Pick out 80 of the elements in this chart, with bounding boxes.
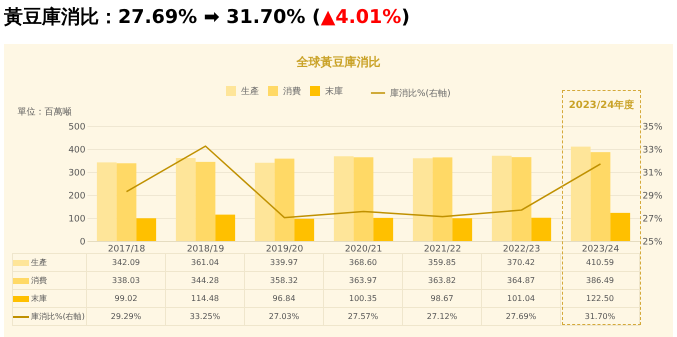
- bar: [610, 212, 630, 241]
- legend-label: 末庫: [325, 86, 343, 97]
- data-label: 344.28: [166, 272, 244, 290]
- data-label: 386.49: [560, 272, 640, 290]
- bar: [531, 218, 552, 241]
- legend-label: 生產: [241, 86, 259, 97]
- x-tick-label: 2020/21: [344, 244, 382, 254]
- y-tick-label: 0: [80, 238, 86, 248]
- data-label: 363.82: [402, 272, 482, 290]
- data-label: 339.97: [244, 254, 324, 272]
- data-label: 363.97: [324, 272, 402, 290]
- bar: [570, 146, 591, 241]
- y-tick-label: 400: [68, 146, 86, 156]
- bar: [96, 162, 117, 241]
- data-label: 27.03%: [244, 308, 324, 326]
- data-label: 96.84: [244, 290, 324, 308]
- bar: [215, 214, 236, 241]
- data-label: 114.48: [166, 290, 244, 308]
- y-tick-label: 200: [68, 192, 86, 202]
- bar: [512, 157, 532, 241]
- bar: [176, 158, 196, 241]
- y2-tick-label: 31%: [642, 168, 663, 178]
- data-label: 368.60: [324, 254, 402, 272]
- data-label: 29.29%: [86, 308, 166, 326]
- x-tick-label: 2019/20: [266, 244, 304, 254]
- bar: [116, 163, 136, 241]
- data-label: 100.35: [324, 290, 402, 308]
- data-label: 99.02: [86, 290, 166, 308]
- x-tick-label: 2022/23: [502, 244, 540, 254]
- bar: [274, 158, 294, 241]
- bar: [294, 218, 314, 241]
- bar: [412, 158, 433, 241]
- y2-tick-label: 29%: [642, 192, 663, 202]
- y2-tick-label: 25%: [642, 238, 663, 248]
- y2-tick-label: 33%: [642, 146, 663, 156]
- text: 消費: [31, 276, 47, 285]
- data-label: 358.32: [244, 272, 324, 290]
- bar: [432, 157, 452, 241]
- y-tick-label: 100: [68, 214, 86, 224]
- y-axis-title: 單位：百萬噸: [18, 106, 72, 118]
- data-label: 361.04: [166, 254, 244, 272]
- data-label: 122.50: [560, 290, 640, 308]
- data-label: 101.04: [482, 290, 560, 308]
- x-tick-label: 2018/19: [186, 244, 224, 254]
- bar: [492, 156, 512, 241]
- text: 庫消比%(右軸): [31, 312, 85, 321]
- bar: [590, 152, 610, 241]
- legend-label: 庫消比%(右軸): [390, 88, 451, 99]
- data-label: 410.59: [560, 254, 640, 272]
- x-tick-label: 2017/18: [108, 244, 146, 254]
- data-label: 342.09: [86, 254, 166, 272]
- legend-label: 消費: [283, 86, 301, 97]
- bar: [196, 162, 216, 241]
- bar: [452, 218, 472, 241]
- x-tick-label: 2023/24: [582, 244, 620, 254]
- data-label: 338.03: [86, 272, 166, 290]
- data-label: 364.87: [482, 272, 560, 290]
- data-label: 27.12%: [402, 308, 482, 326]
- y2-tick-label: 27%: [642, 214, 663, 224]
- chart-title: 黃豆庫消比：27.69% ➡ 31.70% (▲4.01%): [4, 5, 410, 30]
- data-label: 27.69%: [482, 308, 560, 326]
- data-label: 31.70%: [560, 308, 640, 326]
- bar: [354, 157, 374, 241]
- data-label: 98.67: [402, 290, 482, 308]
- text: 生產: [31, 258, 47, 267]
- data-label: 370.42: [482, 254, 560, 272]
- bar: [254, 162, 275, 241]
- x-tick-label: 2021/22: [424, 244, 462, 254]
- y2-tick-label: 35%: [642, 122, 663, 132]
- bar: [136, 218, 156, 241]
- data-label: 359.85: [402, 254, 482, 272]
- y-tick-label: 500: [68, 122, 86, 132]
- data-label: 33.25%: [166, 308, 244, 326]
- data-label: 27.57%: [324, 308, 402, 326]
- text: 末庫: [31, 294, 47, 303]
- line-series: [126, 145, 602, 218]
- chart-subtitle: 全球黃豆庫消比: [296, 54, 382, 71]
- y-tick-label: 300: [68, 168, 86, 178]
- bar: [334, 156, 354, 241]
- bar: [373, 218, 394, 241]
